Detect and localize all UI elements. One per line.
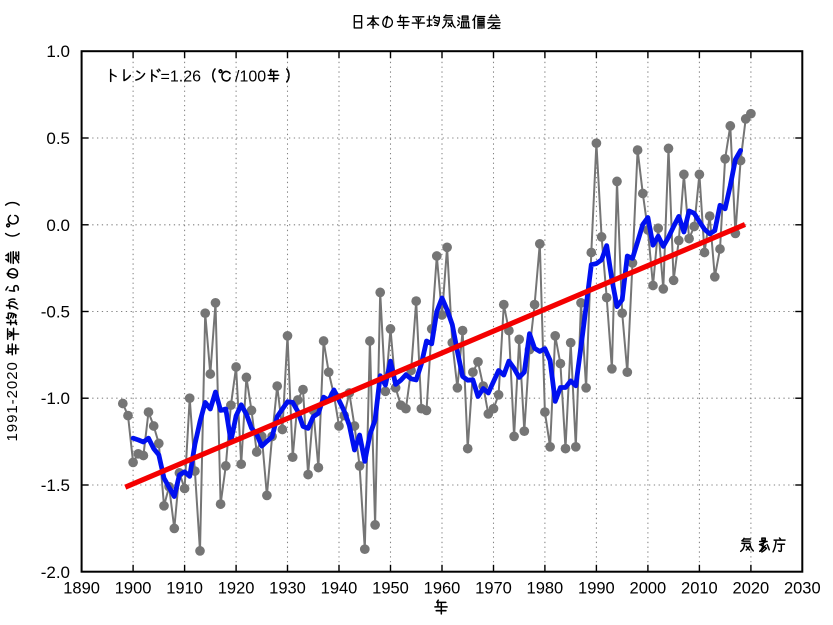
- svg-text:/100: /100: [235, 69, 266, 86]
- svg-text:-2.0: -2.0: [41, 563, 70, 582]
- svg-text:-0.5: -0.5: [41, 303, 70, 322]
- svg-text:0.0: 0.0: [46, 216, 70, 235]
- svg-text:0.5: 0.5: [46, 129, 70, 148]
- svg-text:1910: 1910: [166, 580, 203, 598]
- svg-text:1890: 1890: [63, 580, 100, 598]
- svg-text:-1.5: -1.5: [41, 476, 70, 495]
- svg-text:2030: 2030: [784, 580, 821, 598]
- svg-text:2010: 2010: [681, 580, 718, 598]
- svg-text:1930: 1930: [269, 580, 306, 598]
- svg-text:-1.0: -1.0: [41, 389, 70, 408]
- svg-text:1.0: 1.0: [46, 42, 70, 61]
- svg-text:1980: 1980: [527, 580, 564, 598]
- svg-text:1960: 1960: [424, 580, 461, 598]
- svg-text:2000: 2000: [630, 580, 667, 598]
- svg-text:=1.26: =1.26: [161, 69, 202, 86]
- svg-text:1990: 1990: [578, 580, 615, 598]
- svg-text:1991-2020: 1991-2020: [4, 361, 21, 441]
- svg-text:1950: 1950: [372, 580, 409, 598]
- svg-text:2020: 2020: [733, 580, 770, 598]
- svg-text:1900: 1900: [115, 580, 152, 598]
- svg-text:1970: 1970: [475, 580, 512, 598]
- svg-text:1920: 1920: [218, 580, 255, 598]
- svg-text:1940: 1940: [321, 580, 358, 598]
